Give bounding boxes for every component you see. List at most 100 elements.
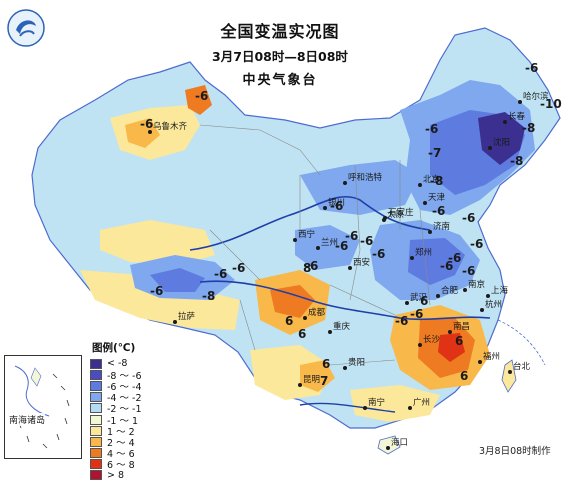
legend-label: 2 ～ 4: [107, 437, 135, 449]
legend-label: -1 ～ 1: [107, 415, 139, 427]
temperature-value-label: 6: [298, 327, 306, 341]
city-label: 武汉: [410, 292, 428, 303]
city-dot: [448, 330, 452, 334]
legend-swatch: [90, 459, 102, 470]
city-label: 乌鲁木齐: [153, 121, 188, 132]
warm-zone-south-xinjiang: [100, 220, 215, 265]
map-title: 全国变温实况图: [220, 22, 340, 41]
temperature-value-label: 6: [285, 314, 293, 328]
city-dot: [298, 383, 302, 387]
city-dot: [363, 406, 367, 410]
city-label: 台北: [513, 361, 531, 372]
legend-item: 6 ～ 8: [90, 459, 141, 472]
city-label: 南昌: [453, 321, 470, 332]
temperature-value-label: 6: [455, 334, 463, 348]
city-dot: [480, 308, 484, 312]
temperature-value-label: -8: [510, 154, 523, 168]
city-label: 成都: [308, 307, 326, 318]
city-label: 呼和浩特: [348, 172, 383, 183]
city-dot: [343, 366, 347, 370]
city-label: 合肥: [441, 285, 459, 296]
city-label: 长春: [508, 111, 526, 122]
legend-item: < -8: [90, 358, 141, 369]
province-borders: [199, 124, 431, 366]
temperature-value-label: -6: [448, 251, 461, 265]
legend-label: 6 ～ 8: [107, 460, 135, 472]
temperature-value-label: -6: [525, 61, 538, 75]
city-dot: [486, 294, 490, 298]
coldest-core-northeast: [478, 112, 525, 165]
city-label: 郑州: [415, 247, 432, 258]
legend-swatch: [90, 425, 102, 436]
temperature-value-label: -6: [330, 199, 343, 213]
pearl-river: [299, 402, 396, 413]
legend-label: < -8: [107, 358, 128, 370]
temperature-value-label: -8: [522, 121, 535, 135]
city-dot: [386, 446, 390, 450]
city-label: 银川: [328, 197, 345, 208]
warm-zone-urumqi: [125, 118, 160, 148]
warm-zone-kunming: [300, 360, 335, 392]
temperature-value-label: -6: [335, 239, 348, 253]
temperature-value-label: 6: [460, 369, 468, 383]
legend-label: -4 ～ -2: [107, 393, 142, 405]
legend-item: 2 ～ 4: [90, 436, 141, 449]
city-dot: [405, 301, 409, 305]
city-dot: [488, 146, 492, 150]
city-dot: [343, 181, 347, 185]
time-range: 3月7日08时—8日08时: [212, 49, 348, 64]
temperature-value-label: 7: [320, 374, 328, 388]
south-china-sea-inset: 南海诸岛: [4, 355, 82, 459]
temperature-value-label: -6: [432, 204, 445, 218]
city-label: 广州: [413, 397, 430, 408]
temperature-value-label: -6: [345, 229, 358, 243]
city-dot: [383, 216, 387, 220]
cold-core-central: [408, 238, 465, 285]
temperature-value-label: -6: [372, 247, 385, 261]
city-dot: [316, 246, 320, 250]
production-note: 3月8日08时制作: [479, 446, 551, 457]
warm-zone-tibet: [80, 270, 240, 330]
legend-item: > 8: [90, 470, 141, 481]
temperature-value-label: -6: [462, 211, 475, 225]
city-label: 贵阳: [348, 357, 365, 368]
cold-core-plateau: [150, 268, 205, 292]
legend-swatch: [90, 470, 102, 481]
legend-swatch: [90, 392, 102, 403]
hot-core-jiangnan: [438, 333, 465, 362]
legend-swatch: [90, 448, 102, 459]
legend-item: -2 ～ -1: [90, 403, 141, 415]
city-dot: [418, 183, 422, 187]
legend-item: 4 ～ 6: [90, 448, 141, 460]
temperature-value-label: -8: [430, 174, 443, 188]
title-block: 全国变温实况图 3月7日08时—8日08时 中央气象台: [195, 18, 365, 88]
legend-swatch: [90, 436, 102, 447]
city-dot: [323, 206, 327, 210]
temperature-value-label: -6: [360, 234, 373, 248]
city-label: 太原: [387, 209, 404, 220]
legend-item: -8 ～ -6: [90, 369, 141, 382]
legend-label: 1 ～ 2: [107, 426, 135, 438]
legend-item: -1 ～ 1: [90, 414, 141, 427]
temperature-value-label: -6: [140, 117, 153, 131]
city-label: 济南: [433, 221, 450, 232]
city-dot: [428, 230, 432, 234]
warm-zone-altay: [185, 85, 212, 115]
city-dot: [348, 266, 352, 270]
cold-belt-huai: [295, 225, 360, 270]
temperature-value-label: -6: [410, 307, 423, 321]
city-dot: [436, 294, 440, 298]
city-dot: [418, 343, 422, 347]
legend-item: 1 ～ 2: [90, 425, 141, 438]
city-dot: [508, 370, 512, 374]
sea-coastline: [497, 319, 546, 366]
city-dot: [518, 100, 522, 104]
warm-zone-guangdong: [350, 385, 440, 422]
city-dot: [303, 316, 307, 320]
cold-belt-north: [300, 160, 420, 215]
city-label: 西安: [353, 257, 370, 268]
temperature-value-label: -6: [440, 259, 453, 273]
